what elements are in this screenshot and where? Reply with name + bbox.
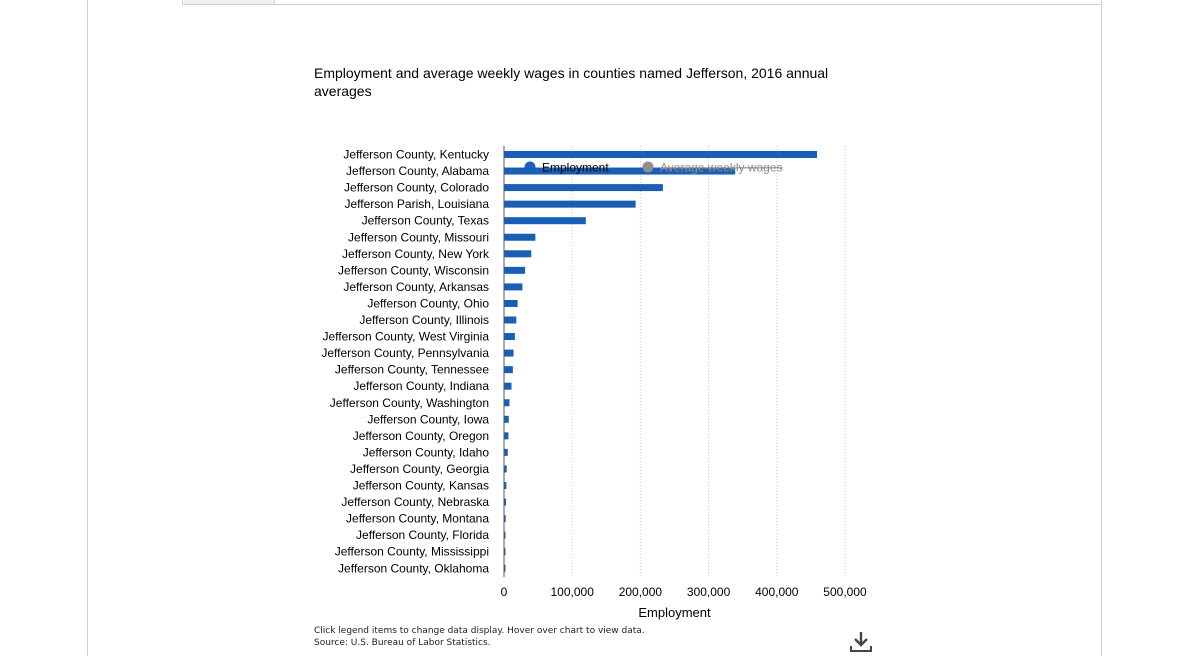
bar[interactable] [504,184,663,192]
bar[interactable] [504,283,523,291]
legend-label: Employment [542,161,609,175]
category-label: Jefferson County, Georgia [350,462,489,476]
bar[interactable] [504,531,506,539]
bar[interactable] [504,548,506,556]
bar[interactable] [504,515,506,523]
bar[interactable] [504,498,507,506]
bar[interactable] [504,266,526,274]
bar[interactable] [504,299,518,307]
bar[interactable] [504,217,586,225]
bar[interactable] [504,432,509,440]
download-button[interactable] [849,630,873,654]
category-label: Jefferson County, Washington [330,396,489,410]
category-label: Jefferson County, Indiana [353,379,489,393]
category-label: Jefferson County, Ohio [367,296,489,310]
x-tick-label: 100,000 [551,585,595,599]
category-label: Jefferson County, Iowa [367,412,489,426]
download-icon [850,632,872,652]
legend-item[interactable]: Average weekly wages [642,161,783,175]
legend-item[interactable]: Employment [524,161,610,175]
category-label: Jefferson County, New York [342,247,490,261]
bars[interactable] [504,151,818,572]
category-label: Jefferson County, Wisconsin [338,263,489,277]
x-tick-label: 200,000 [619,585,663,599]
bar[interactable] [504,333,515,341]
bar[interactable] [504,482,507,489]
bar[interactable] [504,151,818,158]
category-label: Jefferson County, Oregon [353,429,489,443]
bar[interactable] [504,349,514,357]
category-label: Jefferson County, Montana [346,512,489,526]
legend-label: Average weekly wages [660,161,783,175]
tab-stub[interactable] [184,0,275,4]
category-label: Jefferson County, Kansas [353,479,489,493]
legend-marker [642,161,654,173]
bar[interactable] [504,167,736,175]
category-label: Jefferson County, West Virginia [322,330,489,344]
x-tick-label: 300,000 [687,585,731,599]
legend[interactable]: Employment Average weekly wages [524,161,783,175]
category-label: Jefferson County, Nebraska [341,495,489,509]
bar[interactable] [504,399,510,407]
bar[interactable] [504,415,509,423]
bar[interactable] [504,250,532,258]
panel-border-left [182,0,183,5]
category-label: Jefferson County, Idaho [363,445,490,459]
bar[interactable] [504,200,636,208]
category-labels: Jefferson County, Kentucky Jefferson Coun… [321,148,490,576]
bar[interactable] [504,316,517,324]
footnote-source: Source: U.S. Bureau of Labor Statistics. [314,638,491,648]
page-border-left [87,0,88,656]
bar[interactable] [504,448,508,456]
chart-title: Employment and average weekly wages in c… [314,65,829,99]
category-label: Jefferson County, Arkansas [343,280,489,294]
gridlines [571,146,846,577]
bar[interactable] [504,465,507,473]
x-tick-label: 400,000 [755,585,799,599]
footnote-note: Click legend items to change data displa… [314,626,645,636]
bar[interactable] [504,382,512,390]
panel-border-top [182,4,1102,5]
category-label: Jefferson County, Alabama [346,164,489,178]
category-label: Jefferson County, Illinois [359,313,489,327]
bar[interactable] [504,233,536,241]
category-label: Jefferson County, Pennsylvania [321,346,489,360]
x-axis-title: Employment [638,605,711,620]
category-label: Jefferson County, Oklahoma [338,561,489,575]
x-tick-labels: 0 100,000 200,000 300,000 400,000 500,000 [501,585,867,599]
category-label: Jefferson County, Florida [356,528,489,542]
category-label: Jefferson County, Missouri [348,230,489,244]
x-tick-label: 0 [501,585,508,599]
bar[interactable] [504,366,513,374]
category-label: Jefferson County, Tennessee [335,363,489,377]
category-label: Jefferson County, Colorado [344,181,489,195]
x-tick-label: 500,000 [823,585,867,599]
legend-marker [524,161,536,173]
category-label: Jefferson Parish, Louisiana [344,197,489,211]
category-label: Jefferson County, Mississippi [335,545,489,559]
bar[interactable] [504,564,506,572]
category-label: Jefferson County, Texas [362,214,489,228]
page-border-right [1101,0,1102,656]
category-label: Jefferson County, Kentucky [343,148,489,162]
